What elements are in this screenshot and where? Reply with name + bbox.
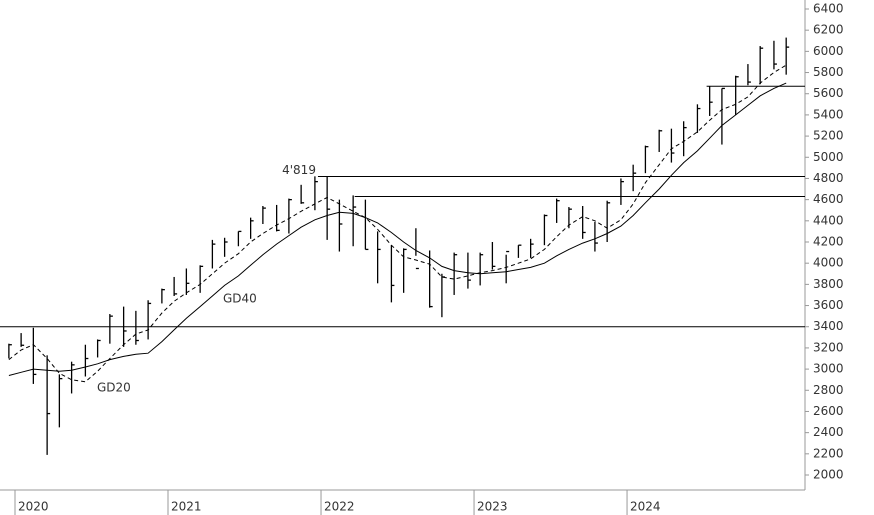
y-tick-label: 3400	[813, 319, 844, 333]
y-tick-label: 5200	[813, 129, 844, 143]
y-tick-label: 4800	[813, 171, 844, 185]
series-label: GD20	[97, 381, 131, 395]
x-tick-label: 2021	[171, 500, 202, 514]
y-tick-label: 4200	[813, 235, 844, 249]
y-tick-label: 4000	[813, 256, 844, 270]
y-tick-label: 6200	[813, 23, 844, 37]
y-tick-label: 2000	[813, 468, 844, 482]
y-tick-label: 4600	[813, 192, 844, 206]
y-tick-label: 6400	[813, 1, 844, 15]
y-tick-label: 4400	[813, 213, 844, 227]
x-tick-label: 2024	[630, 500, 661, 514]
y-tick-label: 3200	[813, 340, 844, 354]
y-tick-label: 3800	[813, 277, 844, 291]
y-tick-label: 5000	[813, 150, 844, 164]
x-tick-label: 2023	[477, 500, 508, 514]
y-tick-label: 2800	[813, 383, 844, 397]
y-tick-label: 5400	[813, 107, 844, 121]
y-tick-label: 5800	[813, 65, 844, 79]
y-tick-label: 6000	[813, 44, 844, 58]
series-label: GD40	[223, 292, 257, 306]
y-tick-label: 2600	[813, 404, 844, 418]
moving-average	[8, 82, 787, 376]
y-tick-label: 3600	[813, 298, 844, 312]
y-tick-label: 2400	[813, 425, 844, 439]
y-tick-label: 2200	[813, 446, 844, 460]
y-tick-label: 5600	[813, 86, 844, 100]
moving-average	[8, 64, 787, 383]
x-tick-label: 2020	[18, 500, 49, 514]
y-tick-label: 3000	[813, 362, 844, 376]
x-tick-label: 2022	[324, 500, 355, 514]
level-label: 4'819	[282, 163, 316, 177]
